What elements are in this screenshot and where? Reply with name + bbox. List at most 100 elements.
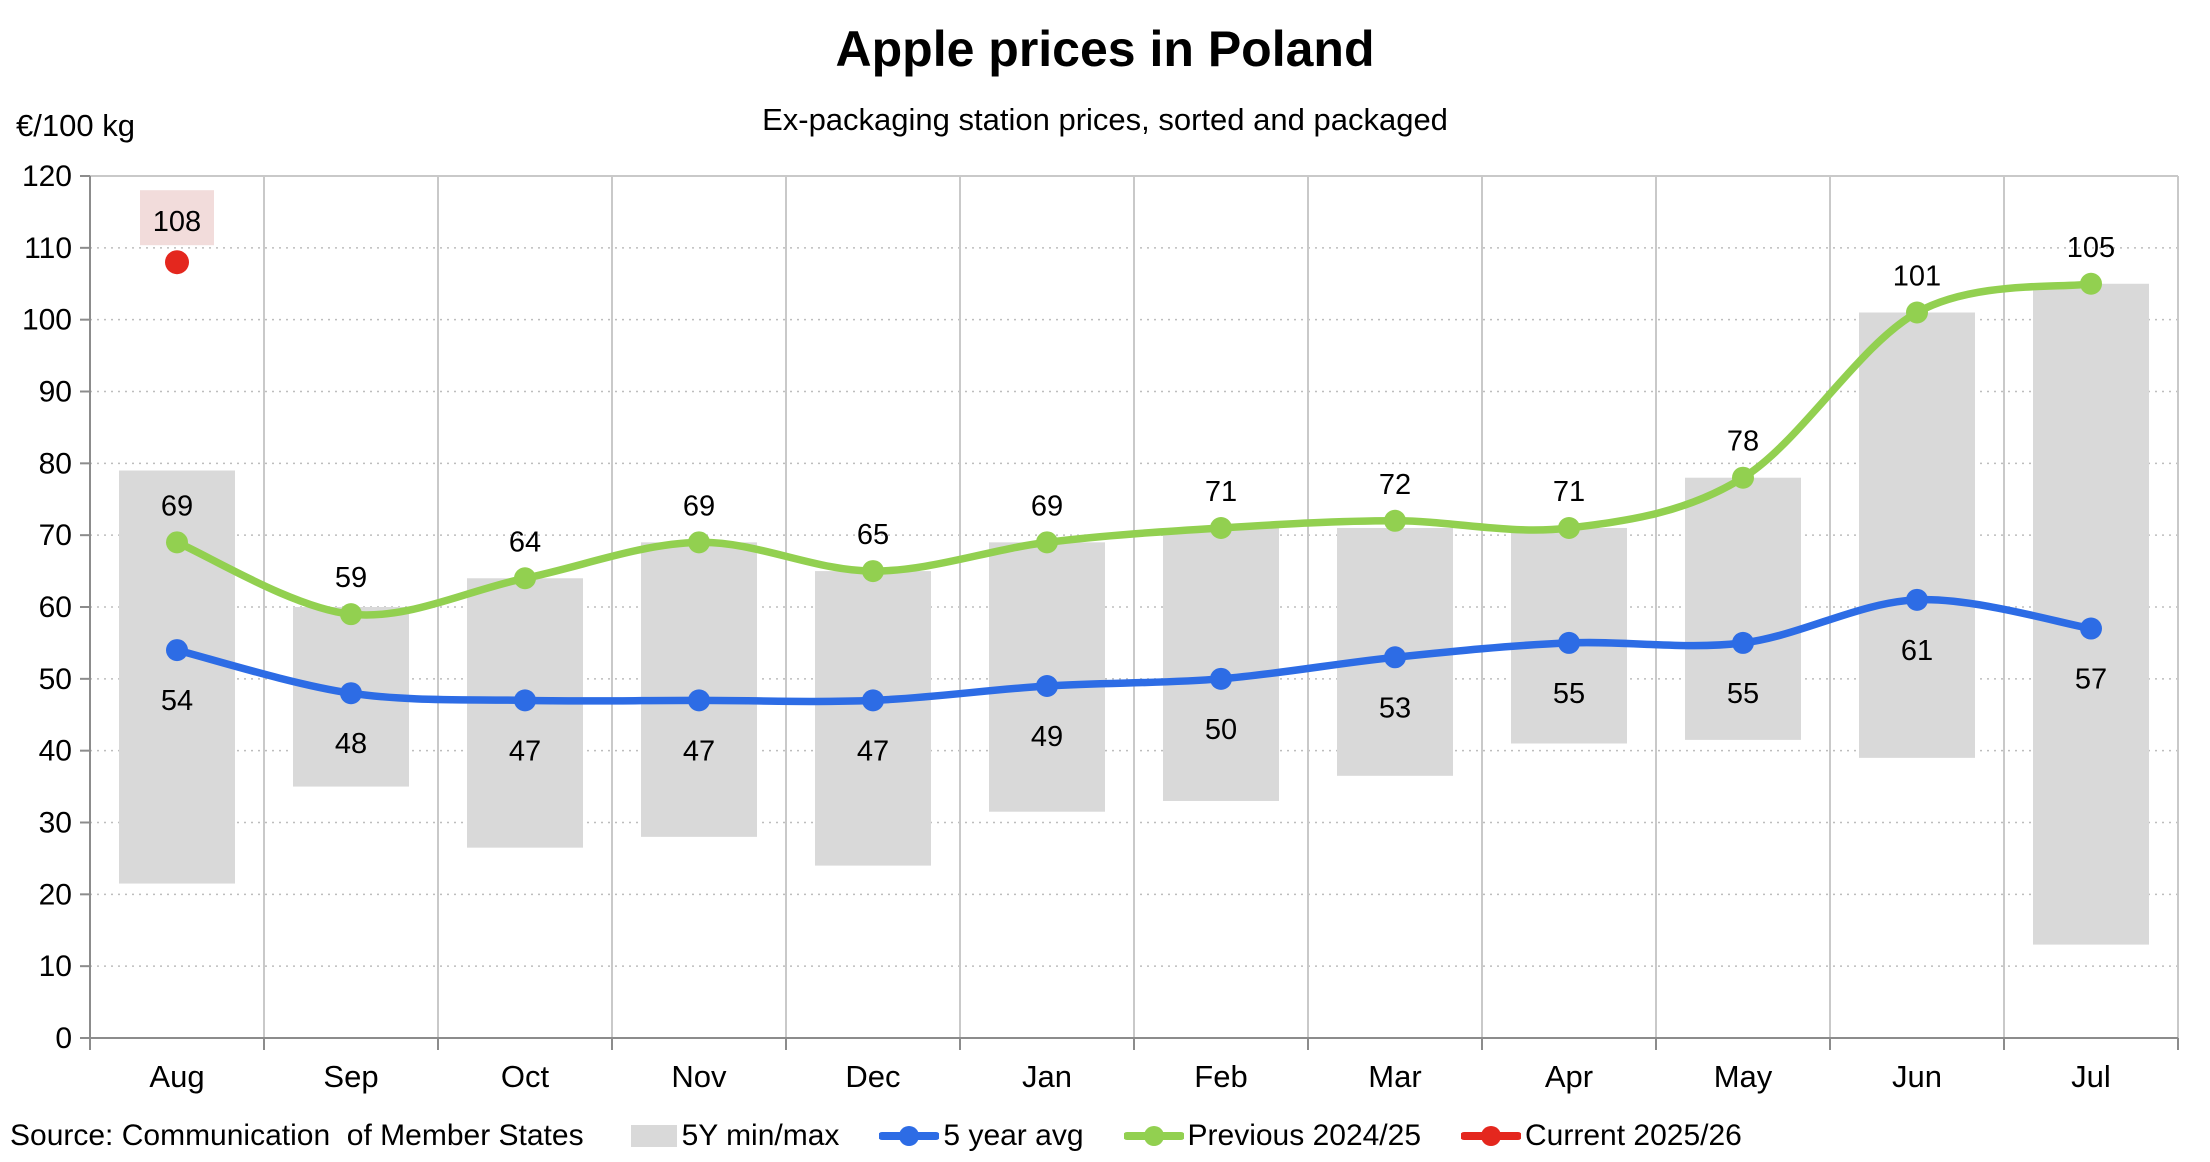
previous-2024-25-data-label: 64	[509, 526, 541, 558]
range-bar-may	[1685, 477, 1801, 740]
legend-label: 5 year avg	[943, 1119, 1084, 1152]
x-axis-label-oct: Oct	[501, 1059, 550, 1094]
5-year-avg-point	[514, 689, 536, 712]
x-axis-label-dec: Dec	[845, 1059, 900, 1094]
range-bar-jun	[1859, 312, 1975, 758]
previous-2024-25-point	[688, 531, 710, 554]
5-year-avg-point	[166, 639, 188, 662]
previous-2024-25-data-label: 65	[857, 519, 889, 551]
y-axis-tick-label: 110	[24, 232, 72, 265]
previous-2024-25-point	[1384, 509, 1406, 532]
line-marker-icon	[1461, 1126, 1522, 1146]
x-axis-label-jan: Jan	[1022, 1059, 1072, 1094]
y-axis-tick-label: 0	[55, 1022, 72, 1055]
y-axis-tick-label: 90	[39, 376, 72, 409]
5-year-avg-data-label: 50	[1205, 714, 1237, 746]
y-axis-tick-label: 70	[39, 519, 72, 552]
x-axis-label-feb: Feb	[1194, 1059, 1247, 1094]
legend-item-5-year-avg: 5 year avg	[879, 1119, 1084, 1153]
previous-2024-25-point	[340, 603, 362, 626]
previous-2024-25-point	[2080, 272, 2102, 295]
5-year-avg-data-label: 53	[1379, 692, 1411, 724]
range-bar-oct	[467, 578, 583, 848]
5-year-avg-point	[688, 689, 710, 712]
legend-label: Previous 2024/25	[1187, 1119, 1422, 1152]
previous-2024-25-point	[1906, 301, 1928, 324]
y-axis-tick-label: 120	[22, 160, 72, 193]
current-2025-26-label-bg	[140, 190, 214, 246]
5-year-avg-data-label: 49	[1031, 721, 1063, 753]
x-axis-label-apr: Apr	[1545, 1059, 1593, 1094]
previous-2024-25-data-label: 69	[1031, 490, 1063, 522]
legend-item-previous-season: Previous 2024/25	[1123, 1119, 1422, 1153]
y-axis-tick-label: 40	[39, 735, 72, 768]
previous-2024-25-data-label: 69	[161, 490, 193, 522]
5-year-avg-data-label: 47	[683, 735, 715, 767]
legend-item-current-season: Current 2025/26	[1461, 1119, 1742, 1153]
y-axis-unit-label: €/100 kg	[16, 108, 135, 143]
legend-avg-line-icon	[879, 1122, 940, 1150]
previous-2024-25-point	[1036, 531, 1058, 554]
5-year-avg-point	[2080, 617, 2102, 640]
legend-previous-line-icon	[1123, 1122, 1184, 1150]
5-year-avg-point	[1036, 675, 1058, 698]
previous-2024-25-point	[166, 531, 188, 554]
previous-2024-25-data-label: 71	[1553, 476, 1585, 508]
y-axis-tick-label: 50	[39, 663, 72, 696]
5-year-avg-point	[1210, 667, 1232, 690]
previous-2024-25-data-label: 72	[1379, 469, 1411, 501]
range-bar-jul	[2033, 283, 2149, 945]
range-bar-feb	[1163, 527, 1279, 801]
previous-2024-25-line	[173, 280, 2095, 619]
5-year-avg-data-label: 54	[161, 685, 193, 717]
legend: 5Y min/max 5 year avg Previous 2024/25 C…	[630, 1119, 1742, 1153]
previous-2024-25-data-label: 71	[1205, 476, 1237, 508]
legend-current-line-icon	[1461, 1122, 1522, 1150]
5-year-avg-point	[1906, 588, 1928, 611]
y-axis-tick-label: 100	[22, 304, 72, 337]
5-year-avg-point	[1384, 646, 1406, 669]
y-axis-tick-label: 10	[39, 950, 72, 983]
previous-2024-25-point	[862, 560, 884, 583]
previous-2024-25-data-label: 78	[1727, 426, 1759, 458]
x-axis-label-jul: Jul	[2071, 1059, 2111, 1094]
5-year-avg-line	[173, 595, 2095, 706]
chart-footer: Source: Communication of Member States 5…	[10, 1116, 2200, 1156]
5-year-avg-data-label: 55	[1553, 678, 1585, 710]
legend-label: Current 2025/26	[1525, 1119, 1742, 1152]
x-axis-label-aug: Aug	[149, 1059, 204, 1094]
x-axis-label-jun: Jun	[1892, 1059, 1942, 1094]
x-axis-label-nov: Nov	[671, 1059, 727, 1094]
y-axis-tick-label: 60	[39, 591, 72, 624]
previous-2024-25-data-label: 105	[2067, 232, 2115, 264]
x-axis-label-may: May	[1714, 1059, 1773, 1094]
current-2025-26-point	[165, 250, 189, 275]
5-year-avg-point	[340, 682, 362, 705]
5-year-avg-data-label: 47	[509, 735, 541, 767]
5-year-avg-data-label: 47	[857, 735, 889, 767]
previous-2024-25-point	[514, 567, 536, 590]
previous-2024-25-point	[1210, 516, 1232, 539]
y-axis-tick-label: 80	[39, 447, 72, 480]
5-year-avg-data-label: 55	[1727, 678, 1759, 710]
5-year-avg-point	[1732, 631, 1754, 654]
5-year-avg-point	[862, 689, 884, 712]
5-year-avg-data-label: 48	[335, 728, 367, 760]
chart-subtitle: Ex-packaging station prices, sorted and …	[762, 102, 1448, 137]
previous-2024-25-point	[1732, 466, 1754, 489]
range-bar-dec	[815, 571, 931, 866]
x-axis-label-mar: Mar	[1368, 1059, 1421, 1094]
legend-label: 5Y min/max	[681, 1119, 840, 1152]
5-year-avg-point	[1558, 631, 1580, 654]
y-axis-tick-label: 30	[39, 807, 72, 840]
current-2025-26-data-label: 108	[153, 206, 201, 238]
chart-title: Apple prices in Poland	[835, 21, 1375, 77]
y-axis-tick-label: 20	[39, 878, 72, 911]
line-marker-icon	[1123, 1126, 1184, 1146]
previous-2024-25-data-label: 59	[335, 562, 367, 594]
line-marker-icon	[879, 1126, 940, 1146]
5-year-avg-data-label: 61	[1901, 635, 1933, 667]
source-text: Source: Communication of Member States	[10, 1119, 584, 1152]
